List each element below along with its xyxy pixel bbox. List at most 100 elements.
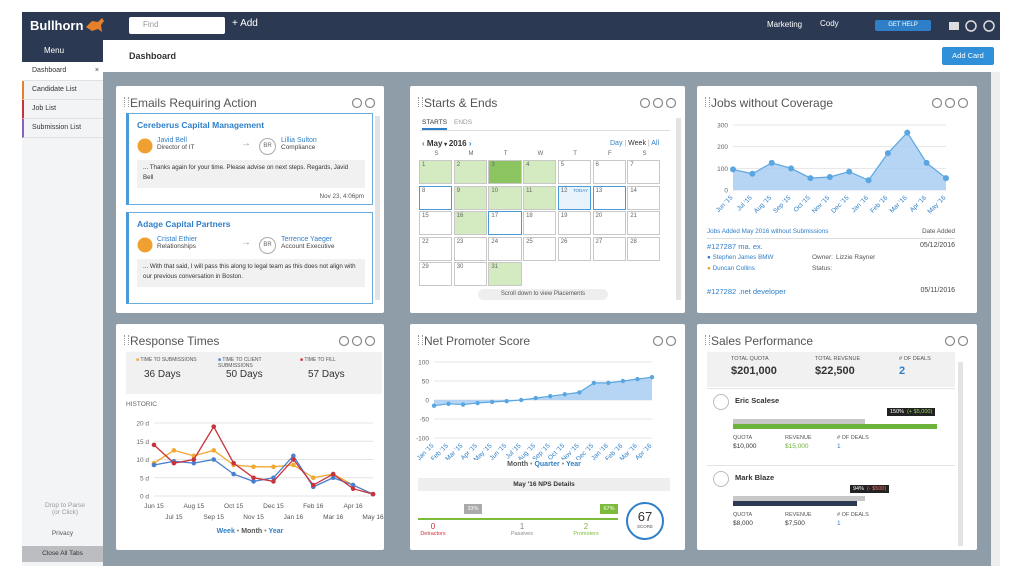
day-cell[interactable]: 29 xyxy=(419,262,453,286)
email-item[interactable]: Cereberus Capital Management Javid Bell Di… xyxy=(126,113,373,205)
period[interactable]: Year xyxy=(566,461,581,468)
day-cell[interactable]: 5 xyxy=(557,160,591,184)
placements-hint[interactable]: Scroll down to view Placements xyxy=(478,289,608,300)
day-cell[interactable]: 25 xyxy=(523,236,557,261)
x-tick-label: Apr '16 xyxy=(909,194,929,214)
menu-dropdown[interactable]: Marketing xyxy=(767,20,803,29)
logo[interactable]: Bullhorn xyxy=(30,18,84,33)
day-cell[interactable]: 7 xyxy=(627,160,661,184)
day-cell[interactable]: 26 xyxy=(557,236,591,261)
sender-title: Director of IT xyxy=(157,144,195,151)
day-cell[interactable]: 1 xyxy=(419,160,453,184)
day-cell[interactable]: 10 xyxy=(488,185,522,210)
point xyxy=(475,400,480,406)
sep: | xyxy=(645,140,652,147)
point xyxy=(211,424,217,429)
period[interactable]: Quarter xyxy=(534,461,560,468)
tab-close[interactable]: × xyxy=(94,67,99,74)
search-box[interactable]: Find xyxy=(129,17,225,34)
total: TOTAL QUOTA $201,000 xyxy=(731,356,777,377)
job-id[interactable]: #127287 ma. ex. xyxy=(707,242,763,251)
day-cell[interactable]: 16 xyxy=(453,211,487,235)
period[interactable]: Month xyxy=(241,528,263,535)
card-icons xyxy=(351,97,376,109)
job-id[interactable]: #127282 .net developer xyxy=(707,287,786,296)
icon xyxy=(665,97,677,109)
day-number: 12 xyxy=(560,187,568,194)
year[interactable]: 2016 xyxy=(448,139,467,148)
period[interactable]: Year xyxy=(268,528,284,535)
day-cell[interactable]: 15 xyxy=(419,211,453,235)
period[interactable]: Week xyxy=(216,528,235,535)
point xyxy=(826,174,833,180)
day-cell[interactable]: 14 xyxy=(627,185,661,210)
day-cell[interactable]: 11 xyxy=(523,185,557,210)
view[interactable]: Week xyxy=(628,140,646,147)
point xyxy=(548,394,553,399)
add-button[interactable]: + Add xyxy=(232,18,258,29)
point xyxy=(591,380,597,386)
privacy-link[interactable]: Privacy xyxy=(51,530,74,537)
period[interactable]: Month xyxy=(507,461,529,468)
next[interactable]: › xyxy=(466,139,472,148)
day-cell[interactable]: 6 xyxy=(592,160,626,184)
x-tick-label: Sep '15 xyxy=(772,194,793,215)
day-cell[interactable]: 19 xyxy=(557,211,591,235)
card-icons xyxy=(338,335,376,347)
day-number: 7 xyxy=(630,162,634,168)
contact[interactable]: ● Duncan Collins xyxy=(707,265,755,272)
menu-button[interactable]: Menu xyxy=(22,40,103,62)
day-cell[interactable]: 2 xyxy=(453,160,487,184)
month[interactable]: May xyxy=(426,139,443,148)
view[interactable]: Day xyxy=(610,140,623,147)
tab[interactable]: Submission List xyxy=(22,119,103,138)
day-cell[interactable]: 3 xyxy=(488,160,522,184)
day-cell[interactable]: 12 TODAY xyxy=(557,185,591,210)
day-number: 8 xyxy=(422,187,426,194)
day-cell[interactable]: 8 xyxy=(419,185,453,210)
status-label: Status: xyxy=(812,265,833,272)
day-cell[interactable]: 27 xyxy=(592,236,626,261)
day-cell[interactable]: 20 xyxy=(592,211,626,235)
add-card-button[interactable]: Add Card xyxy=(942,47,994,65)
sep: • xyxy=(262,528,269,535)
stat-label: # OF DEALS xyxy=(837,512,869,518)
cal-tab[interactable]: STARTS xyxy=(422,119,448,130)
day-cell[interactable]: 4 xyxy=(523,160,557,184)
day-cell[interactable]: 23 xyxy=(453,236,487,261)
day-cell[interactable]: 17 xyxy=(488,211,522,235)
point xyxy=(923,159,930,166)
badge-pct: 150% xyxy=(890,409,905,415)
day-cell[interactable]: 22 xyxy=(419,236,453,261)
tab[interactable]: Job List xyxy=(22,100,103,119)
point xyxy=(350,482,356,488)
day-cell[interactable]: 28 xyxy=(627,236,661,261)
day-cell[interactable]: 18 xyxy=(523,211,557,235)
drop-zone[interactable]: Drop to Parse (or Click) xyxy=(34,502,96,516)
day-cell[interactable]: 21 xyxy=(627,211,661,235)
day-cell[interactable]: 9 xyxy=(453,185,487,210)
day-cell[interactable]: 24 xyxy=(488,236,522,261)
tab[interactable]: Dashboard × xyxy=(22,62,103,81)
top-bar: Bullhorn Find + Add Marketing Cody GET H… xyxy=(22,12,1000,40)
drop-hint: (or Click) xyxy=(52,509,78,516)
summary-row: ■ TIME TO SUBMISSIONS 36 Days ■ TIME TO CL… xyxy=(126,352,382,394)
day-cell[interactable]: 13 xyxy=(592,185,626,210)
help-button[interactable]: GET HELP xyxy=(875,20,931,31)
user-menu[interactable]: Cody xyxy=(820,19,839,28)
group: 0 Detractors xyxy=(418,522,448,537)
x-tick-label: Feb 16 xyxy=(303,503,324,510)
tab[interactable]: Candidate List xyxy=(22,81,103,100)
x-tick-label: May '16 xyxy=(927,194,948,215)
view[interactable]: All xyxy=(651,140,660,147)
prev[interactable]: ‹ xyxy=(422,139,427,148)
email-item[interactable]: Adage Capital Partners Cristal Ethier Rela… xyxy=(126,212,373,304)
card-title: Starts & Ends xyxy=(424,96,498,110)
weekday: F xyxy=(608,151,612,157)
cal-tab[interactable]: ENDS xyxy=(454,119,473,126)
day-cell[interactable]: 30 xyxy=(453,262,487,286)
day-cell[interactable]: 31 xyxy=(488,262,522,286)
close-tabs[interactable]: Close All Tabs xyxy=(22,546,103,562)
contact[interactable]: ● Stephen James BMW xyxy=(707,254,773,261)
